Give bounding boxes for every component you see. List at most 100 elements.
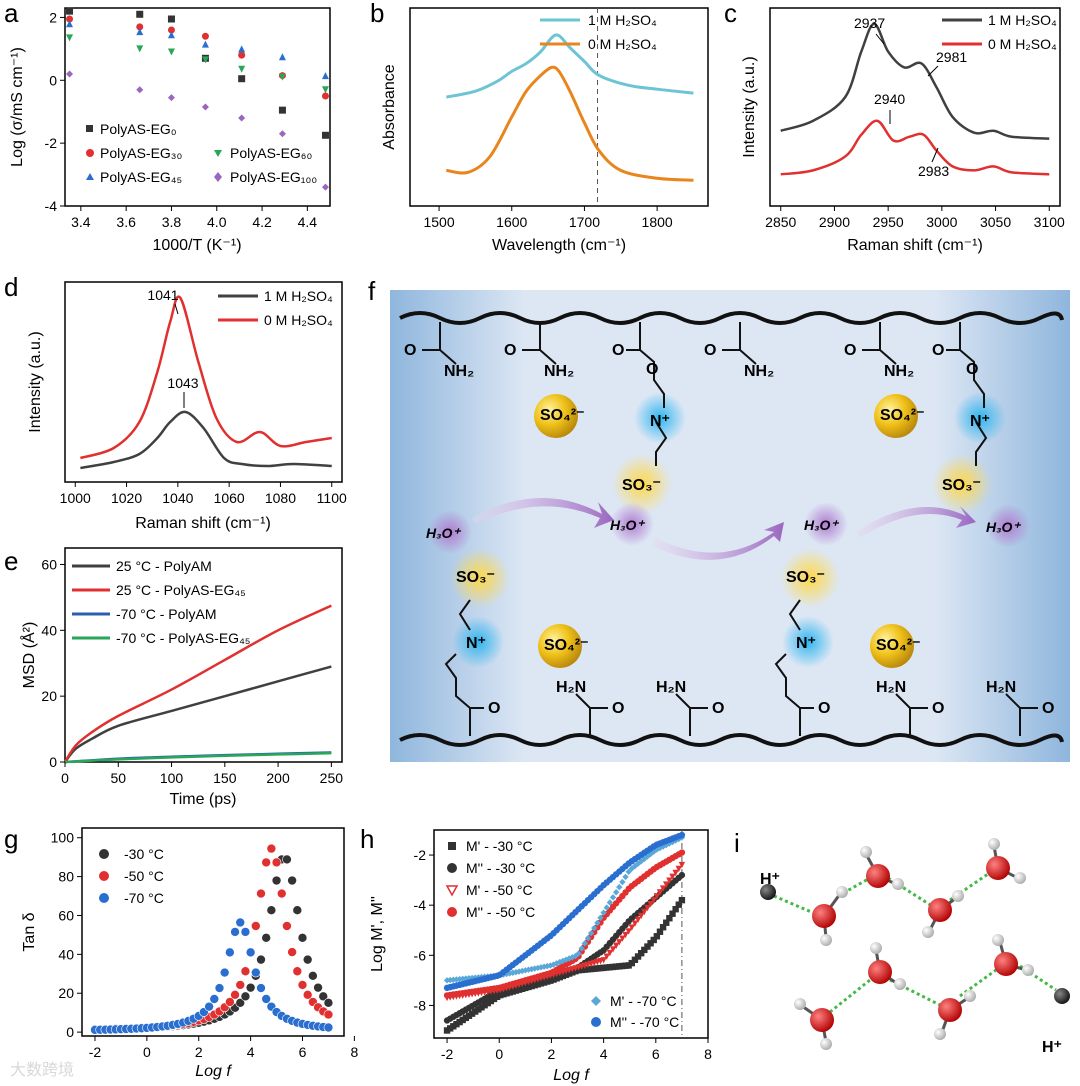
data-point	[669, 873, 676, 881]
proton-hopping: H₃O⁺ H₃O⁺ H₃O⁺ H₃O⁺	[426, 497, 1030, 560]
data-point	[666, 877, 673, 884]
x-tick-label: 1020	[111, 490, 142, 506]
peak-label: 2981	[936, 49, 967, 65]
nh2-label: NH₂	[444, 363, 474, 380]
y-tick-label: -2	[414, 847, 427, 863]
data-point	[675, 865, 682, 873]
sulfonate-label: SO₃⁻	[786, 569, 825, 586]
data-point	[637, 949, 645, 957]
data-point	[287, 947, 297, 957]
zwitterion-chain: O O N⁺ SO₃⁻	[932, 322, 1006, 514]
oxygen-label: O	[612, 342, 624, 359]
x-tick-label: -2	[89, 1044, 102, 1060]
legend-entry: PolyAS-EG₁₀₀	[230, 169, 317, 185]
legend-entry: M'' - -30 °C	[466, 860, 535, 876]
data-point	[240, 927, 251, 937]
legend: 1 M H₂SO₄ 0 M H₂SO₄	[218, 288, 333, 328]
sulfate-label: SO₄²⁻	[540, 407, 585, 424]
y-tick-label: 20	[41, 688, 57, 704]
data-point	[625, 928, 632, 935]
data-point	[672, 869, 679, 877]
data-point	[663, 881, 670, 888]
data-point	[282, 854, 292, 865]
data-point	[225, 947, 235, 958]
sulfonate-label: SO₃⁻	[456, 569, 495, 586]
data-point	[619, 935, 626, 942]
x-axis-label: Log f	[553, 1067, 590, 1084]
data-point	[443, 977, 451, 984]
legend-marker	[99, 871, 109, 881]
data-point	[238, 45, 246, 53]
data-point	[663, 919, 670, 926]
legend: 1 M H₂SO₄ 0 M H₂SO₄	[540, 12, 657, 52]
x-tick-label: 2950	[873, 214, 904, 230]
series-lines	[80, 295, 332, 470]
data-point	[167, 15, 175, 23]
data-point	[245, 982, 256, 993]
peak-label: 2940	[874, 91, 905, 107]
hydronium-label: H₃O⁺	[804, 517, 839, 533]
data-point	[276, 888, 287, 899]
h2n-label: H₂N	[556, 679, 586, 696]
oxygen-label: O	[704, 342, 716, 359]
y-tick-label: 0	[49, 72, 57, 88]
data-point	[666, 840, 673, 847]
data-point	[136, 10, 144, 18]
panel-label-c: c	[724, 0, 737, 28]
series-lines	[780, 22, 1050, 176]
oxygen-label: O	[844, 342, 856, 359]
scatter-marks	[443, 831, 686, 1034]
ammonium-label: N⁺	[466, 635, 486, 652]
data-point	[278, 53, 286, 61]
legend-marker	[99, 893, 109, 903]
data-point	[641, 908, 648, 916]
data-point	[278, 106, 286, 114]
amide-labels: O NH₂ O NH₂ O NH₂ O NH₂	[404, 342, 914, 380]
plot-frame	[64, 7, 331, 207]
data-point	[653, 933, 661, 940]
legend-entry: -70 °C - PolyAS-EG₄₅	[116, 630, 250, 646]
data-point	[647, 900, 654, 908]
x-tick-label: 6	[299, 1044, 307, 1060]
data-point	[266, 843, 277, 854]
nh2-label: NH₂	[884, 363, 914, 380]
y-tick-label: 0	[49, 754, 57, 770]
data-point	[201, 40, 209, 48]
y-ticks: 0 20 40 60 80 100	[51, 830, 82, 1040]
data-point	[167, 31, 175, 39]
data-point	[209, 994, 220, 1004]
data-point	[609, 946, 617, 953]
data-point	[678, 871, 686, 879]
peak-label: 1043	[167, 375, 198, 391]
water-molecules	[760, 838, 1070, 1050]
sulfate-label: SO₄²⁻	[880, 407, 925, 424]
zwitterion-chain: O SO₃⁻ N⁺	[774, 548, 840, 736]
x-tick-label: 0	[61, 770, 69, 786]
data-point	[622, 873, 629, 881]
data-point	[587, 929, 595, 937]
x-tick-label: 8	[350, 1044, 358, 1060]
data-point	[256, 888, 266, 899]
x-tick-label: 0	[495, 1046, 503, 1062]
peak-annotations: 2937 2981 2940 2983	[854, 15, 967, 179]
oxygen-label: O	[966, 361, 978, 378]
series-line	[446, 33, 694, 99]
data-point	[292, 905, 303, 916]
legend-marker	[86, 173, 94, 180]
x-tick-label: 1500	[423, 214, 454, 230]
data-point	[644, 904, 651, 912]
hydronium-label: H₃O⁺	[426, 525, 461, 541]
panel-label-h: h	[360, 824, 374, 854]
y-tick-label: 0	[66, 1024, 74, 1040]
oxygen-label: O	[818, 700, 830, 717]
scatter-marks	[66, 7, 329, 191]
proton-label-left: H⁺	[760, 871, 780, 888]
legend: PolyAS-EG₀ PolyAS-EG₃₀ PolyAS-EG₆₀ PolyA…	[86, 121, 317, 185]
data-point	[634, 860, 642, 867]
data-point	[266, 905, 277, 916]
data-point	[323, 998, 334, 1008]
sulfonate-label: SO₃⁻	[942, 477, 981, 494]
y-ticks: -2 -4 -6 -8	[414, 847, 434, 1013]
gel-background	[390, 290, 1070, 762]
data-point	[663, 841, 670, 849]
